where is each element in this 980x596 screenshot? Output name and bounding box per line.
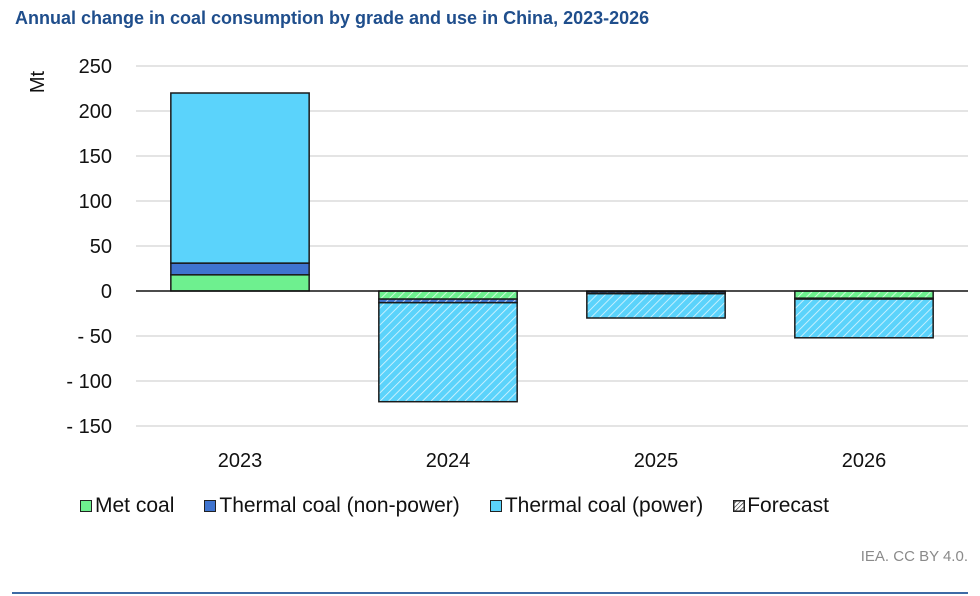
bars [170,92,934,403]
legend-label: Thermal coal (power) [504,494,704,517]
x-axis-ticks: 2023 2024 2025 2026 [218,450,887,472]
y-tick-label: 250 [79,56,112,78]
y-tick-label: - 150 [66,416,112,438]
bar-thermal-coal-power-2024 [378,301,518,403]
x-tick-label: 2023 [218,450,263,472]
y-tick-label: 0 [101,281,112,303]
bar-met-coal-2024 [378,290,518,300]
chart-title: Annual change in coal consumption by gra… [15,8,650,28]
y-axis-ticks: 250 200 150 100 50 0 - 50 - 100 - 150 [66,56,112,438]
y-axis-title: Mt [27,70,49,93]
x-tick-label: 2025 [634,450,679,472]
y-tick-label: 100 [79,191,112,213]
bar-stack-2023 [170,92,310,292]
x-tick-label: 2024 [426,450,471,472]
gridlines [136,65,968,427]
legend-swatch-thermal-power [489,500,502,512]
legend-label: Forecast [747,494,829,517]
legend-label: Thermal coal (non-power) [219,494,460,517]
legend-item-forecast: Forecast [733,494,829,518]
y-tick-label: 200 [79,101,112,123]
y-tick-label: 50 [90,236,112,258]
y-tick-label: - 100 [66,371,112,393]
y-tick-label: 150 [79,146,112,168]
bar-met-coal-2023 [170,274,310,292]
legend-swatch-thermal-non-power [204,500,217,512]
legend-item-thermal-power: Thermal coal (power) [489,494,704,518]
legend-item-thermal-non-power: Thermal coal (non-power) [204,494,460,518]
footer-divider [12,592,968,594]
bar-stack-2024 [378,290,518,403]
bar-stack-2026 [794,290,934,339]
source-credit: IEA. CC BY 4.0. [860,548,968,565]
legend-swatch-met-coal [80,500,92,512]
legend-item-met-coal: Met coal [80,494,174,518]
bar-thermal-coal-power-2026 [794,298,934,339]
legend-swatch-forecast [733,500,746,512]
bar-thermal-coal-power-2023 [170,92,310,264]
x-tick-label: 2026 [842,450,887,472]
y-tick-label: - 50 [78,326,112,348]
bar-met-coal-2026 [794,290,934,299]
legend-label: Met coal [95,494,175,517]
bar-thermal-coal-non-power-2023 [170,262,310,276]
legend: Met coal Thermal coal (non-power) Therma… [80,494,851,518]
bar-thermal-coal-power-2025 [586,292,726,319]
bar-stack-2025 [586,290,726,319]
